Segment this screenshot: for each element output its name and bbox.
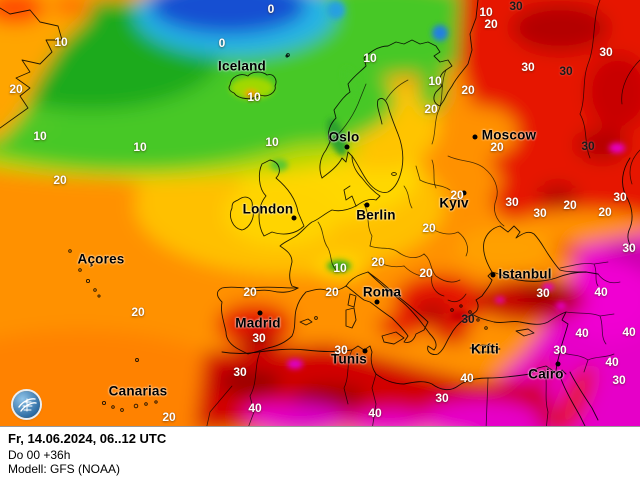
city-dot: [472, 134, 478, 140]
temperature-value: 20: [53, 173, 67, 187]
city-label: Cairo: [528, 366, 564, 382]
temperature-value: 40: [605, 355, 619, 369]
temperature-value: 10: [247, 90, 261, 104]
temperature-value: 20: [563, 198, 577, 212]
temperature-value: 40: [622, 325, 636, 339]
city-label: Iceland: [218, 58, 266, 74]
temperature-value: 20: [325, 285, 339, 299]
temperature-value: 10: [363, 51, 377, 65]
city-label: London: [242, 201, 294, 217]
temperature-value: 10: [428, 74, 442, 88]
temperature-value: 30: [613, 190, 627, 204]
island-specks: [68, 53, 488, 412]
valid-time: Fr, 14.06.2024, 06..12 UTC: [8, 431, 167, 446]
temperature-value: 40: [368, 406, 382, 420]
temperature-value: 30: [599, 45, 613, 59]
country-borders: [206, 0, 640, 426]
coastlines: [0, 0, 635, 426]
temperature-value: 20: [131, 305, 145, 319]
temperature-value: 30: [509, 0, 523, 13]
temperature-value: 30: [581, 139, 595, 153]
temperature-value: 30: [334, 343, 348, 357]
temperature-value: 30: [612, 373, 626, 387]
city-label: Oslo: [328, 129, 360, 145]
temperature-value: 20: [598, 205, 612, 219]
temperature-value: 20: [419, 266, 433, 280]
temperature-value: 10: [333, 261, 347, 275]
city-label: Roma: [362, 284, 402, 300]
temperature-value: 20: [490, 140, 504, 154]
city-dot: [344, 144, 350, 150]
temperature-value: 20: [9, 82, 23, 96]
city-dot: [362, 348, 368, 354]
city-label: Berlin: [356, 207, 396, 223]
city-label: Kríti: [471, 341, 499, 357]
temperature-value: 10: [265, 135, 279, 149]
temperature-value: 20: [162, 410, 176, 424]
temperature-value: 20: [422, 221, 436, 235]
temperature-value: 40: [460, 371, 474, 385]
temperature-value: 40: [594, 285, 608, 299]
temperature-value: 40: [248, 401, 262, 415]
city-label: Kyiv: [439, 195, 469, 211]
forecast-step: Do 00 +36h: [8, 448, 71, 462]
city-label: Canarias: [108, 383, 168, 399]
city-dot: [291, 215, 297, 221]
temperature-value: 30: [521, 60, 535, 74]
temperature-value: 20: [243, 285, 257, 299]
temperature-value: 40: [575, 326, 589, 340]
temperature-value: 10: [479, 5, 493, 19]
temperature-value: 30: [536, 286, 550, 300]
temperature-value: 30: [252, 331, 266, 345]
temperature-value: 20: [371, 255, 385, 269]
temperature-value: 10: [33, 129, 47, 143]
city-dot: [374, 299, 380, 305]
temperature-value: 30: [505, 195, 519, 209]
info-bar: Fr, 14.06.2024, 06..12 UTC Do 00 +36h Mo…: [0, 426, 640, 478]
temperature-value: 10: [133, 140, 147, 154]
temperature-value: 30: [461, 312, 475, 326]
temperature-field: [0, 0, 640, 426]
temperature-value: 30: [233, 365, 247, 379]
temperature-value: 30: [559, 64, 573, 78]
temperature-value: 10: [54, 35, 68, 49]
city-label: Istanbul: [498, 266, 552, 282]
temperature-value: 30: [622, 241, 636, 255]
city-label: Madrid: [235, 315, 281, 331]
globe-icon: [18, 398, 37, 412]
map-overlay: Iceland Oslo Moscow London Berlin Kyiv Açores I…: [9, 0, 636, 424]
city-dot: [555, 361, 561, 367]
site-logo: [13, 391, 40, 418]
city-dot: [364, 202, 370, 208]
temperature-value: 20: [484, 17, 498, 31]
map-canvas: Iceland Oslo Moscow London Berlin Kyiv Açores I…: [0, 0, 640, 426]
city-dot: [257, 310, 263, 316]
temperature-value: 30: [435, 391, 449, 405]
temperature-value: 30: [553, 343, 567, 357]
temperature-value: 0: [218, 36, 226, 50]
city-label: Moscow: [481, 127, 537, 143]
temperature-value: 20: [461, 83, 475, 97]
model-name: Modell: GFS (NOAA): [8, 462, 121, 476]
city-dot: [490, 272, 496, 278]
temperature-value: 0: [267, 2, 275, 16]
temperature-value: 20: [424, 102, 438, 116]
temperature-value: 20: [450, 188, 464, 202]
city-label: Açores: [77, 251, 125, 267]
temperature-value: 30: [533, 206, 547, 220]
city-label: Tunis: [331, 351, 367, 367]
city-dot: [461, 190, 467, 196]
